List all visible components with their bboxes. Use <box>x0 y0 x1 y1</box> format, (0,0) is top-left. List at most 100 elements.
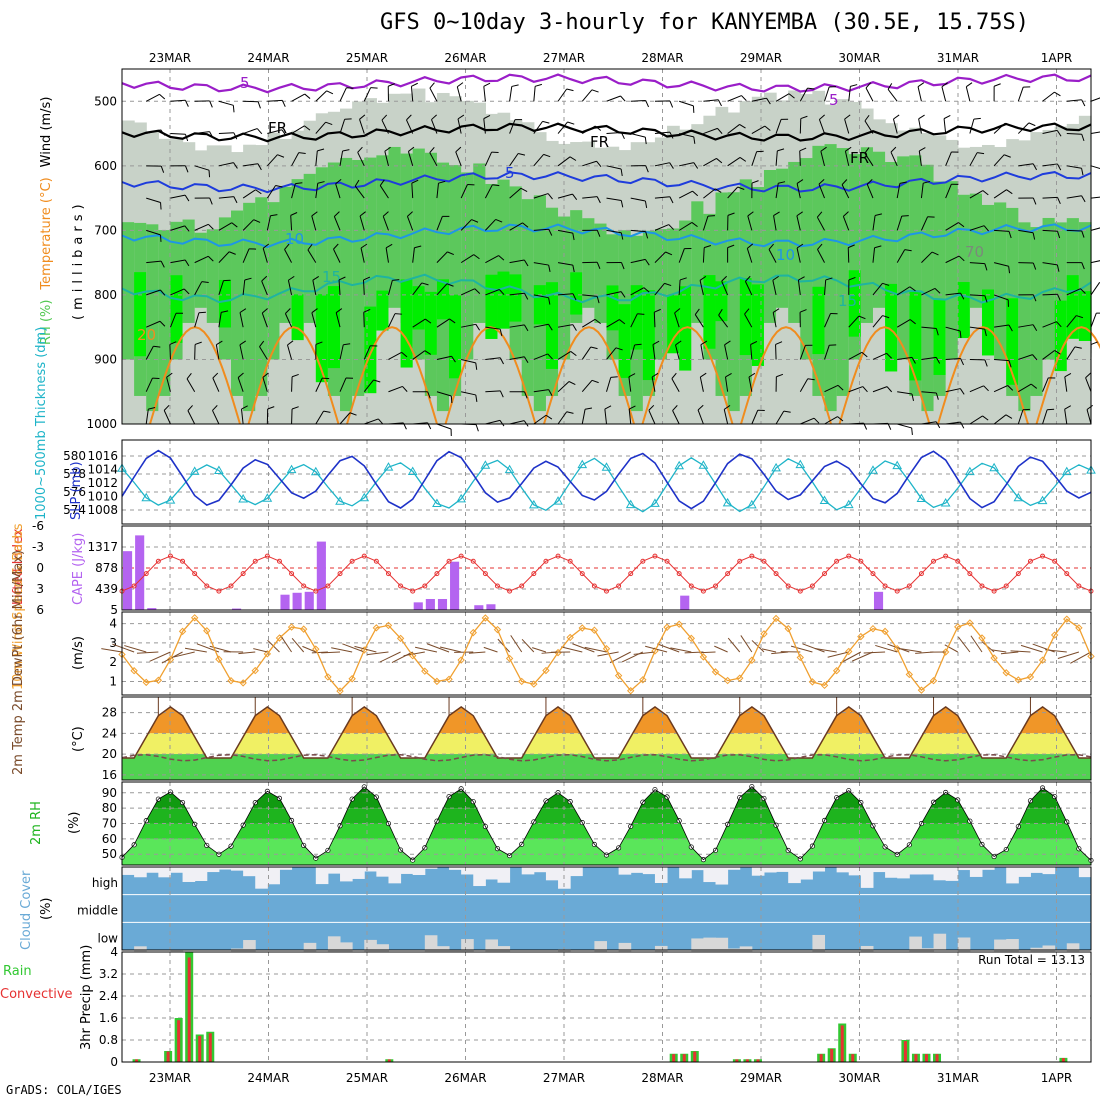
wind-barb <box>993 189 1007 199</box>
wind-barb <box>302 645 316 653</box>
wind-barb <box>388 351 402 360</box>
wind-barb <box>751 125 766 134</box>
wind-barb <box>379 185 389 199</box>
lifted-marker <box>531 571 537 577</box>
wind-marker <box>736 674 744 682</box>
lifted-marker <box>640 558 646 564</box>
y-tick-label: 80 <box>102 801 117 815</box>
wind-barb-flag <box>807 87 815 90</box>
wind-barb <box>699 651 716 654</box>
thickness-marker <box>650 498 660 507</box>
wind-barb-flag <box>406 114 412 121</box>
lifted-marker <box>846 553 852 559</box>
cloud-level-label: low <box>98 931 119 945</box>
lifted-marker <box>155 558 161 564</box>
rh-cell-high <box>449 294 462 379</box>
y-tick-label-lifted: -6 <box>32 519 44 533</box>
wind-barb <box>920 216 929 231</box>
cape-bar <box>873 591 884 610</box>
wind-barb-flag <box>843 211 849 217</box>
cloud-clear-high <box>1078 867 1092 878</box>
y-axis-title-part: RH (%) <box>39 300 54 345</box>
wind-barb <box>747 215 753 231</box>
wind-barb <box>597 651 619 657</box>
wind-barb-flag <box>241 405 248 410</box>
cloud-low-clear <box>424 935 438 952</box>
cloud-clear-high <box>279 867 293 870</box>
rh-cell-high <box>667 294 680 354</box>
rh-cell-mid <box>594 223 608 323</box>
wind-barb <box>969 294 985 297</box>
isotherm-minus5 <box>121 73 1092 94</box>
lifted-line <box>121 555 1092 592</box>
wind-barb <box>842 216 850 231</box>
panel-frame <box>121 781 1092 866</box>
wind-barb <box>1066 229 1082 232</box>
y-tick-label-thickness: 574 <box>63 503 86 517</box>
wind-barb-flag <box>1080 288 1086 294</box>
wind-barb-flag <box>620 200 624 208</box>
wind-barb <box>775 183 779 199</box>
wind-marker <box>966 619 974 627</box>
wind-barb <box>170 225 185 231</box>
lifted-marker <box>543 558 549 564</box>
precip-bar-convective <box>208 1033 212 1062</box>
wind-barb <box>824 345 830 360</box>
wind-barb-flag <box>746 243 754 249</box>
wind-barb <box>170 259 186 264</box>
wind-barb <box>146 129 161 135</box>
lifted-marker <box>519 583 525 589</box>
wind-barb <box>485 255 499 264</box>
wind-marker <box>990 654 998 662</box>
wind-barb-flag <box>923 180 931 184</box>
wind-barb-flag <box>523 324 529 332</box>
wind-barb <box>429 87 438 102</box>
wind-barb-flag <box>1057 231 1061 239</box>
wind-barb <box>572 643 595 653</box>
wind-barb-flag <box>977 152 985 155</box>
rh-cell-mid <box>921 164 935 412</box>
y-tick-label: 1.6 <box>99 1011 118 1025</box>
y-tick-label: 500 <box>94 94 117 108</box>
wind-barb-flag <box>1030 383 1038 389</box>
wind-barb <box>1017 409 1024 425</box>
cloud-clear-high <box>424 867 438 869</box>
wind-barb <box>557 156 571 167</box>
wind-barb-flag <box>388 83 395 87</box>
wind-barb <box>652 344 656 360</box>
wind-barb <box>581 409 586 425</box>
wind-barb-flag <box>160 129 166 136</box>
wind-barb-flag <box>887 83 893 90</box>
wind-barb-flag <box>483 82 491 87</box>
rh-cell-mid <box>691 201 704 323</box>
wind-barb-flag <box>700 372 707 378</box>
wind-barb-flag <box>634 343 642 346</box>
wind-barb-flag <box>651 372 659 378</box>
wind-barb-flag <box>1006 189 1013 195</box>
y-tick-label: 900 <box>94 352 117 366</box>
wind-barb-flag <box>669 131 674 139</box>
wind-marker <box>711 668 720 676</box>
y-tick-label: 700 <box>94 223 117 237</box>
wind-barb-flag <box>475 362 478 370</box>
wind-barb-flag <box>596 262 601 269</box>
wind-barb <box>112 643 135 653</box>
wind-barb-flag <box>450 395 453 404</box>
wind-barb-flag <box>474 288 481 294</box>
precip-bar-convective <box>903 1041 907 1062</box>
wind-barb-flag <box>679 277 687 281</box>
wind-barb-flag <box>381 114 388 121</box>
wind-barb <box>699 376 704 392</box>
y-axis-title-cape: CAPE (J/kg) <box>71 533 86 605</box>
wind-barb <box>872 315 883 328</box>
wind-barb-flag <box>1008 360 1012 368</box>
precip-bar-convective <box>914 1054 918 1062</box>
wind-barb <box>280 635 292 653</box>
wind-barb-flag <box>817 243 823 250</box>
wind-marker <box>614 671 623 680</box>
wind-barb <box>630 313 638 328</box>
wind-barb <box>775 150 778 166</box>
wind-barb-flag <box>691 222 698 228</box>
wind-barb <box>917 86 922 102</box>
lifted-marker <box>373 558 379 564</box>
